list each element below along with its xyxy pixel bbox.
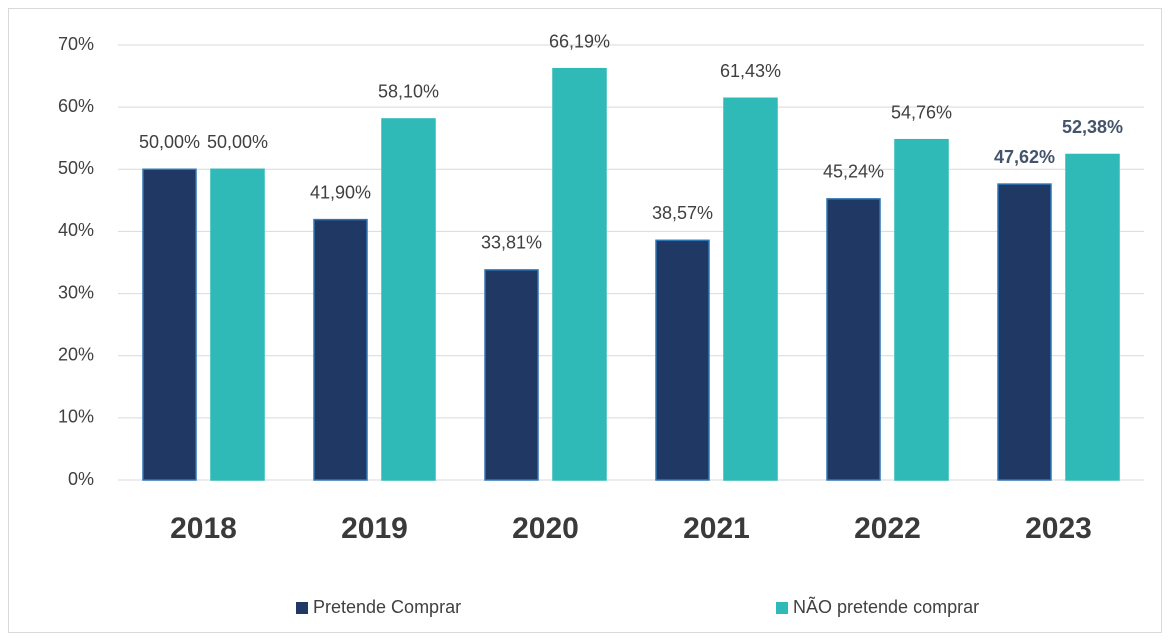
y-tick-label: 20% (58, 344, 94, 364)
bar (826, 198, 881, 481)
value-label: 41,90% (310, 182, 371, 202)
value-label: 66,19% (549, 31, 610, 51)
legend-label: NÃO pretende comprar (793, 596, 979, 617)
bar (210, 168, 265, 481)
bar (313, 218, 368, 481)
x-tick-label: 2019 (341, 512, 408, 545)
y-tick-label: 60% (58, 96, 94, 116)
x-tick-label: 2018 (170, 512, 237, 545)
legend-label: Pretende Comprar (313, 597, 461, 617)
value-label: 54,76% (891, 102, 952, 122)
y-tick-label: 40% (58, 220, 94, 240)
value-label: 58,10% (378, 82, 439, 102)
y-tick-label: 10% (58, 407, 94, 427)
y-tick-label: 30% (58, 282, 94, 302)
bar (381, 118, 436, 481)
value-label: 38,57% (652, 203, 713, 223)
bar (655, 239, 710, 481)
bar (894, 138, 949, 481)
x-tick-label: 2020 (512, 512, 579, 545)
legend-swatch (296, 602, 308, 614)
y-tick-label: 70% (58, 34, 94, 54)
bar (1065, 153, 1120, 481)
value-label: 61,43% (720, 61, 781, 81)
value-label: 45,24% (823, 162, 884, 182)
value-label: 50,00% (207, 132, 268, 152)
value-label: 50,00% (139, 132, 200, 152)
value-label: 33,81% (481, 233, 542, 253)
x-tick-label: 2021 (683, 512, 750, 545)
y-tick-label: 50% (58, 158, 94, 178)
value-label: 47,62% (994, 147, 1055, 167)
legend-swatch (776, 602, 788, 614)
bar (142, 168, 197, 481)
x-tick-label: 2023 (1025, 512, 1092, 545)
bar (552, 67, 607, 481)
y-tick-label: 0% (68, 469, 94, 489)
bar (723, 97, 778, 481)
x-tick-label: 2022 (854, 512, 921, 545)
value-label: 52,38% (1062, 117, 1123, 137)
bar (484, 269, 539, 481)
bar (997, 183, 1052, 481)
